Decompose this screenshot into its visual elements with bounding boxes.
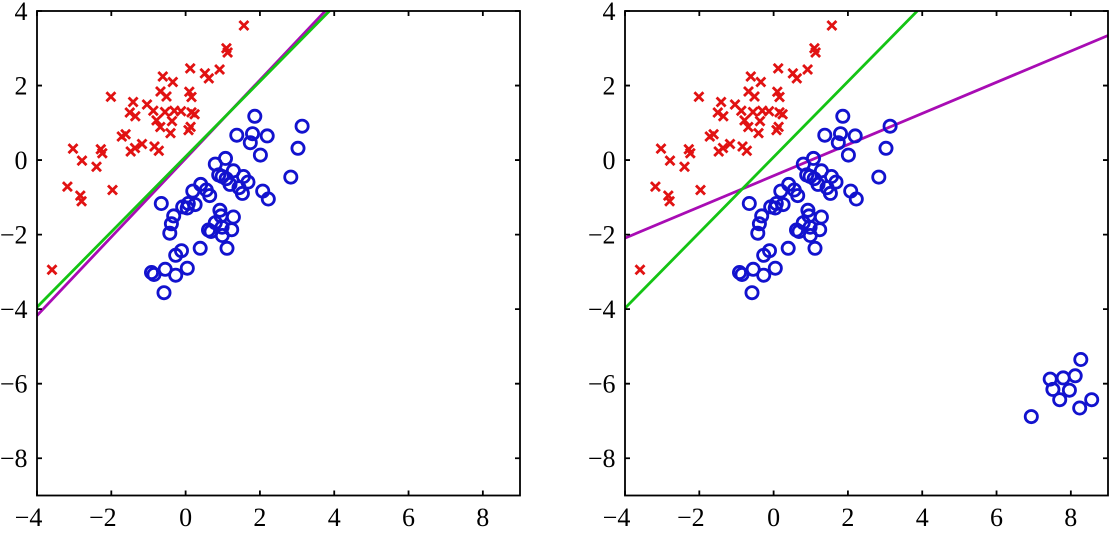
svg-text:−6: −6 [588,370,616,399]
svg-text:−4: −4 [588,295,616,324]
svg-text:−8: −8 [588,444,616,473]
svg-text:−2: −2 [677,503,705,532]
svg-text:−4: −4 [0,295,28,324]
svg-text:4: 4 [916,503,929,532]
svg-text:−4: −4 [15,503,43,532]
svg-text:2: 2 [253,503,266,532]
svg-text:2: 2 [15,72,28,101]
svg-text:4: 4 [15,0,28,26]
svg-text:2: 2 [841,503,854,532]
svg-text:8: 8 [476,503,489,532]
svg-text:−2: −2 [0,221,28,250]
svg-text:−4: −4 [603,503,631,532]
svg-text:0: 0 [767,503,780,532]
svg-text:−2: −2 [89,503,117,532]
svg-text:−6: −6 [0,370,28,399]
svg-text:0: 0 [15,146,28,175]
svg-text:6: 6 [990,503,1003,532]
svg-text:−2: −2 [588,221,616,250]
svg-text:0: 0 [603,146,616,175]
svg-text:4: 4 [328,503,341,532]
svg-text:8: 8 [1064,503,1077,532]
svg-text:0: 0 [179,503,192,532]
svg-text:2: 2 [603,72,616,101]
svg-text:4: 4 [603,0,616,26]
svg-text:6: 6 [402,503,415,532]
svg-text:−8: −8 [0,444,28,473]
